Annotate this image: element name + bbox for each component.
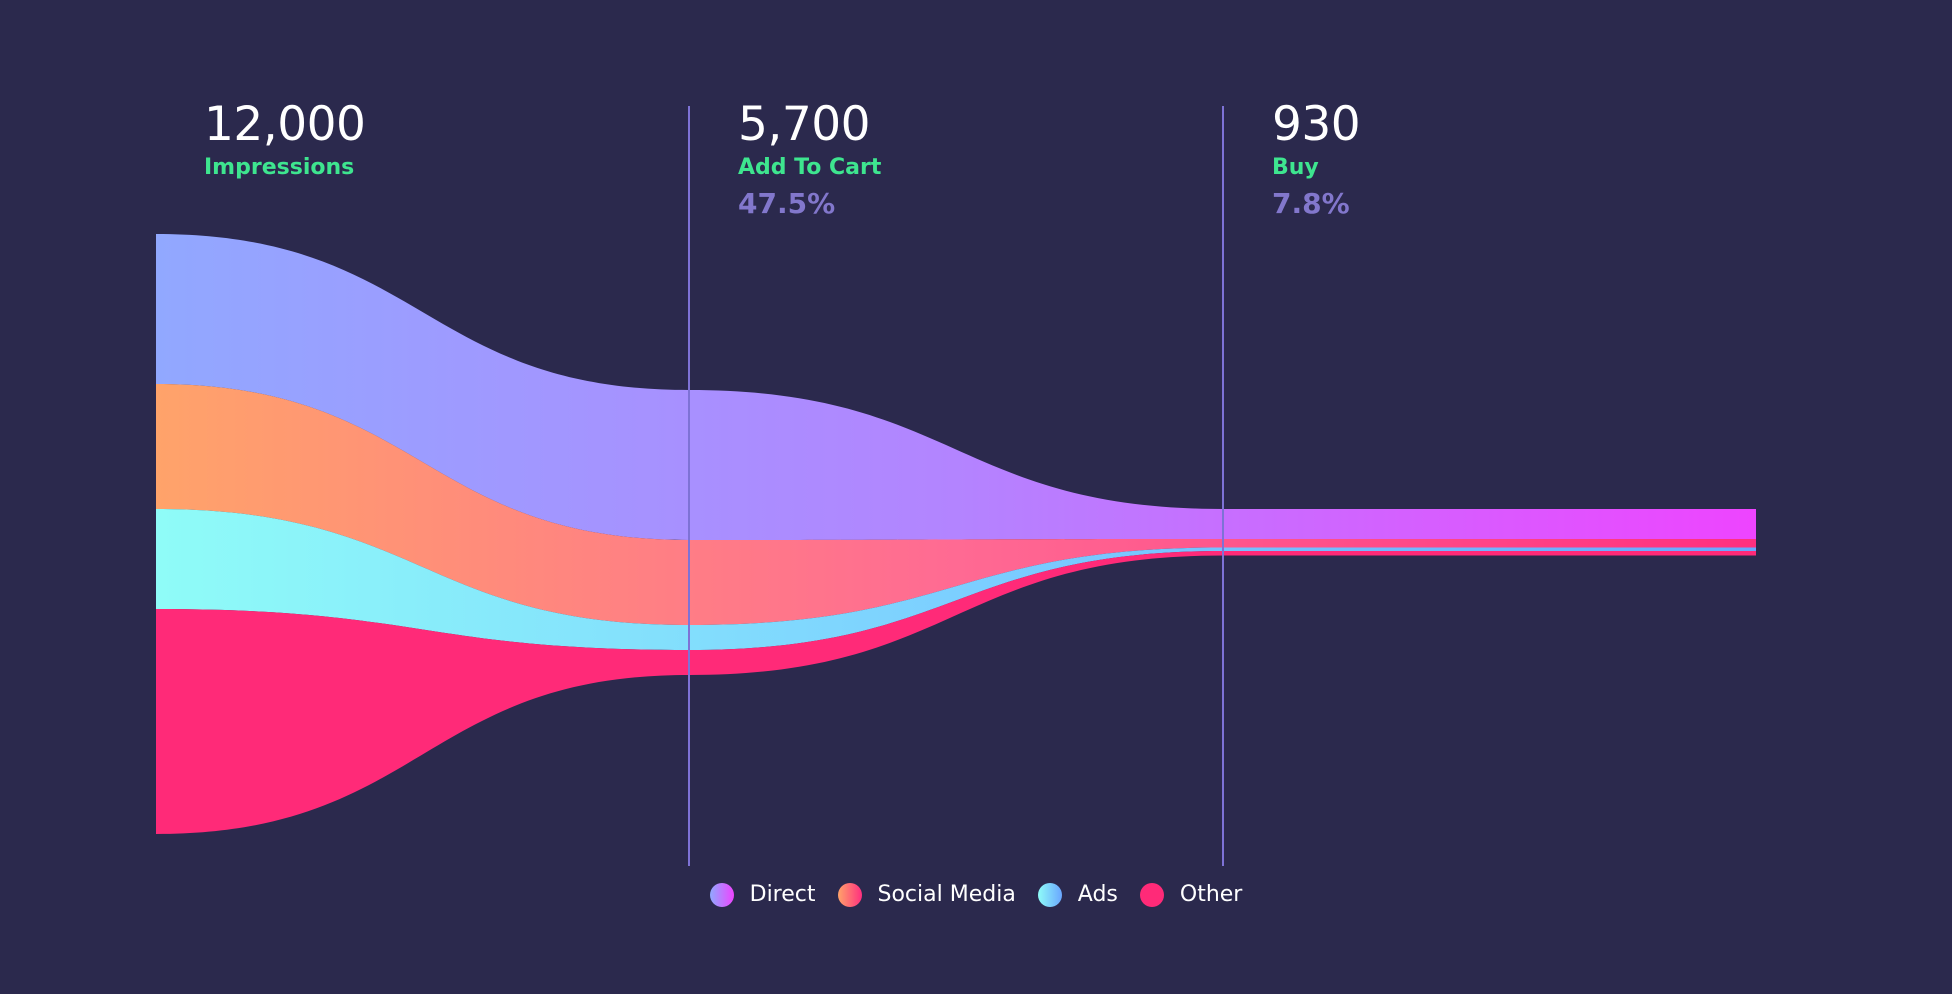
stage-impressions: 12,000 Impressions: [204, 96, 366, 182]
stage-label: Impressions: [204, 155, 355, 180]
legend-label: Ads: [1077, 882, 1118, 907]
legend-item-other[interactable]: Other: [1139, 881, 1243, 909]
funnel-bands: [156, 234, 1756, 834]
band-direct: [156, 234, 1756, 540]
band-ads: [156, 509, 1756, 650]
band-other: [156, 551, 1756, 834]
stage-label: Add To Cart: [738, 155, 882, 180]
legend: Direct Social Media Ads Other: [0, 881, 1952, 909]
direct-dot-icon: [709, 883, 734, 907]
stage-add-to-cart: 5,700 Add To Cart 47.5%: [738, 96, 881, 222]
ads-dot-icon: [1037, 883, 1062, 907]
legend-label: Other: [1179, 882, 1243, 907]
band-social-media: [156, 384, 1756, 625]
stage-value: 5,700: [738, 97, 871, 152]
stage-buy: 930 Buy 7.8%: [1272, 96, 1361, 222]
legend-item-social-media[interactable]: Social Media: [837, 881, 1016, 909]
other-dot-icon: [1139, 883, 1164, 907]
stage-conversion-pct: 47.5%: [738, 187, 836, 220]
legend-item-direct[interactable]: Direct: [709, 881, 816, 909]
stage-dividers: [688, 106, 1224, 866]
stage-label: Buy: [1272, 155, 1319, 180]
stage-conversion-pct: 7.8%: [1272, 187, 1350, 220]
legend-item-ads[interactable]: Ads: [1037, 881, 1118, 909]
legend-label: Direct: [749, 882, 816, 907]
social-dot-icon: [837, 883, 862, 907]
stage-value: 12,000: [204, 97, 366, 152]
legend-label: Social Media: [877, 882, 1016, 907]
stage-value: 930: [1272, 97, 1361, 152]
